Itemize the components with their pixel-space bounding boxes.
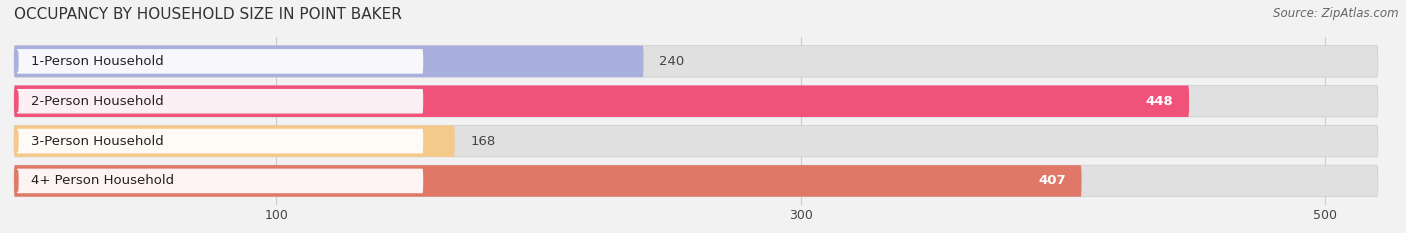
Text: 2-Person Household: 2-Person Household	[31, 95, 165, 108]
FancyBboxPatch shape	[14, 125, 1378, 157]
FancyBboxPatch shape	[14, 46, 1378, 77]
FancyBboxPatch shape	[17, 49, 423, 74]
FancyBboxPatch shape	[14, 165, 1081, 197]
Text: 407: 407	[1038, 175, 1066, 187]
FancyBboxPatch shape	[17, 89, 423, 113]
Text: 240: 240	[659, 55, 685, 68]
FancyBboxPatch shape	[14, 165, 1378, 197]
Text: 3-Person Household: 3-Person Household	[31, 135, 165, 147]
Text: OCCUPANCY BY HOUSEHOLD SIZE IN POINT BAKER: OCCUPANCY BY HOUSEHOLD SIZE IN POINT BAK…	[14, 7, 402, 22]
FancyBboxPatch shape	[14, 125, 454, 157]
FancyBboxPatch shape	[17, 129, 423, 153]
FancyBboxPatch shape	[17, 169, 423, 193]
FancyBboxPatch shape	[14, 86, 1378, 117]
Text: 4+ Person Household: 4+ Person Household	[31, 175, 174, 187]
Text: 448: 448	[1146, 95, 1173, 108]
Text: 1-Person Household: 1-Person Household	[31, 55, 165, 68]
FancyBboxPatch shape	[14, 46, 644, 77]
Text: Source: ZipAtlas.com: Source: ZipAtlas.com	[1274, 7, 1399, 20]
Text: 168: 168	[471, 135, 496, 147]
FancyBboxPatch shape	[14, 86, 1189, 117]
